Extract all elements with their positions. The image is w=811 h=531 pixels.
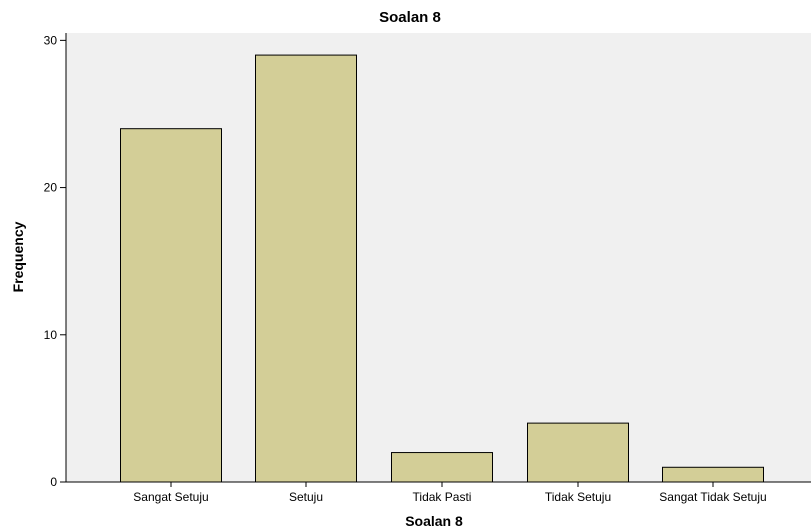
y-axis-title: Frequency xyxy=(10,221,26,292)
x-axis-title: Soalan 8 xyxy=(405,513,463,529)
bar-setuju xyxy=(255,54,357,483)
x-tick-label: Sangat Tidak Setuju xyxy=(659,490,766,504)
bar-sangat-tidak-setuju xyxy=(662,466,764,483)
y-tick-label: 20 xyxy=(44,181,58,195)
bars xyxy=(120,54,764,483)
y-tick-label: 30 xyxy=(44,33,58,47)
y-axis-ticks: 0 10 20 30 xyxy=(44,33,66,489)
x-tick-label: Sangat Setuju xyxy=(133,490,208,504)
x-tick-label: Tidak Setuju xyxy=(545,490,611,504)
x-tick-label: Setuju xyxy=(289,490,323,504)
y-tick-label: 10 xyxy=(44,328,58,342)
x-tick-label: Tidak Pasti xyxy=(413,490,472,504)
chart-title: Soalan 8 xyxy=(379,9,441,26)
bar-tidak-setuju xyxy=(527,422,629,483)
x-axis-ticks: Sangat Setuju Setuju Tidak Pasti Tidak Setu… xyxy=(133,482,767,504)
y-tick-label: 0 xyxy=(50,475,57,489)
bar-tidak-pasti xyxy=(391,452,493,483)
bar-sangat-setuju xyxy=(120,128,222,483)
